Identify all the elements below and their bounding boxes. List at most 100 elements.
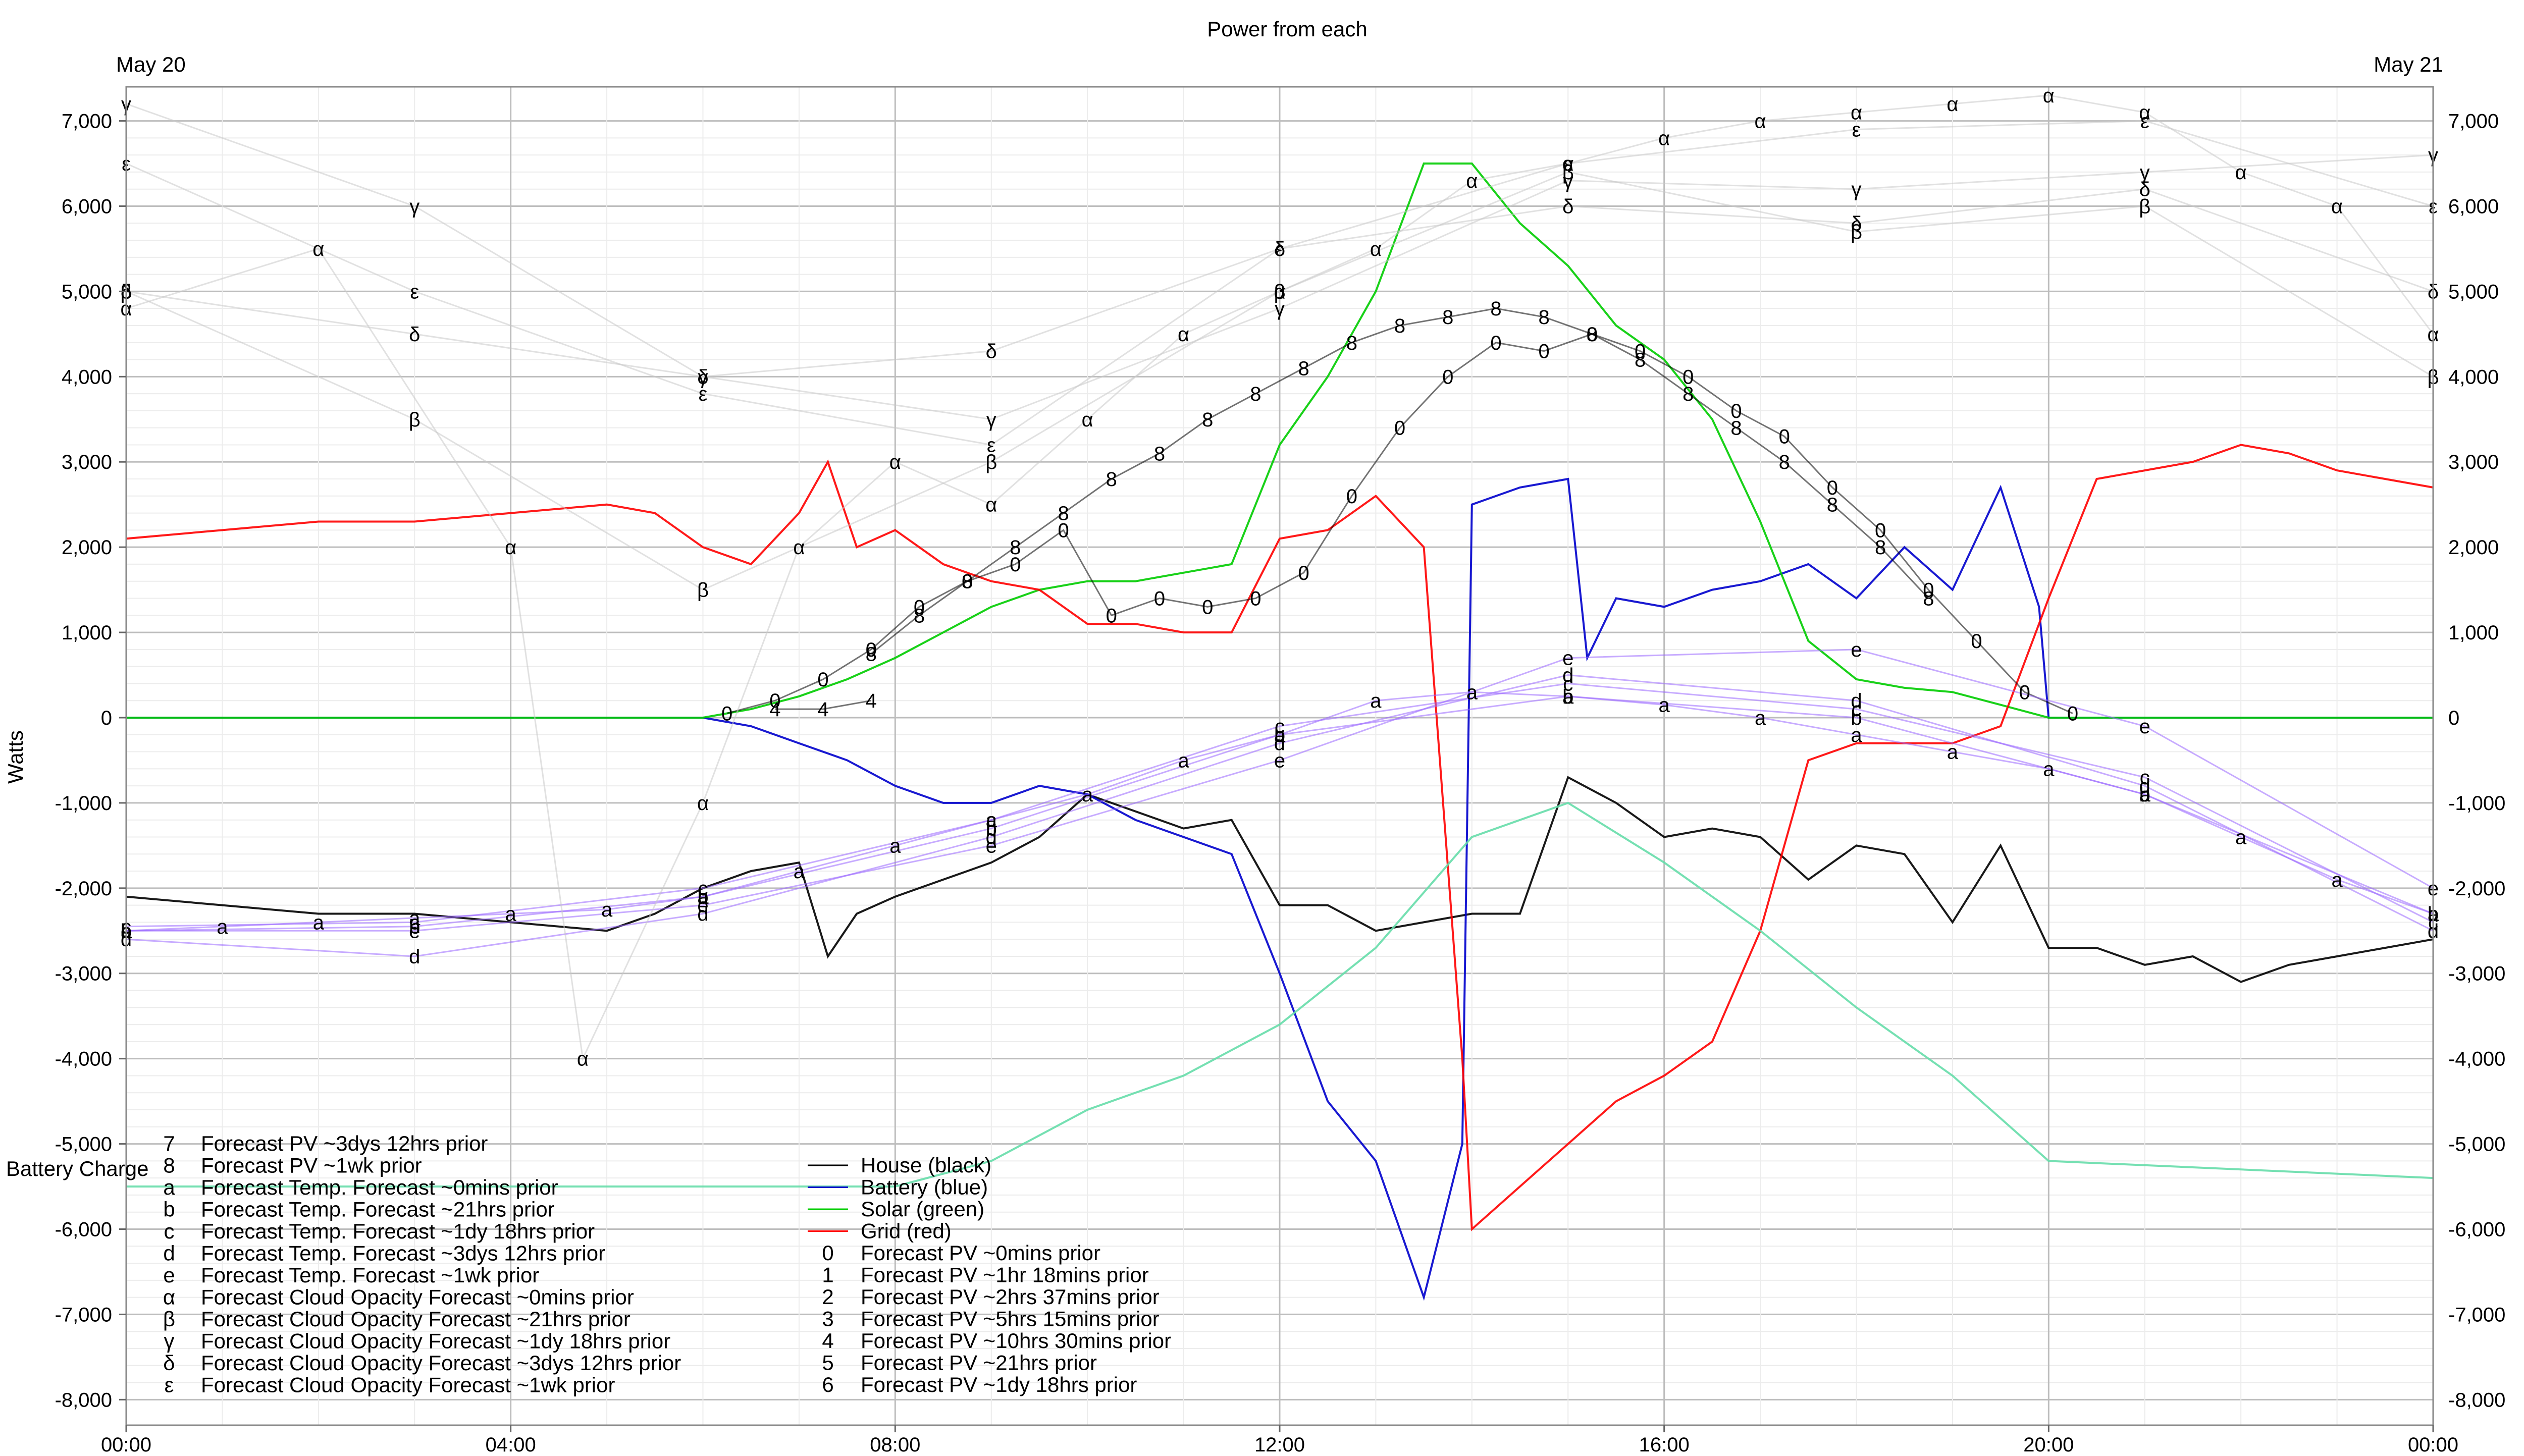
y-tick-label-left: -8,000 xyxy=(55,1389,112,1411)
y-tick-label-left: 0 xyxy=(101,707,112,729)
y-tick-label-left: 6,000 xyxy=(62,195,112,218)
series-marker-forecast-temp-forecast-0mins-prior: a xyxy=(794,860,805,883)
series-marker-forecast-pv-0mins-prior: 0 xyxy=(1106,605,1117,627)
series-marker-forecast-temp-forecast-21hrs-prior: b xyxy=(986,818,997,840)
series-marker-forecast-cloud-opacity-forecast-0mins-prior: α xyxy=(985,494,997,516)
series-layer xyxy=(126,94,2434,1301)
series-marker-forecast-temp-forecast-21hrs-prior: b xyxy=(409,916,420,938)
legend-label: Forecast PV ~1wk prior xyxy=(201,1154,422,1177)
x-axis: 00:00 04:00 08:00 12:00 16:00 20:00 00:00 xyxy=(101,1425,2458,1456)
series-marker-forecast-cloud-opacity-forecast-3dys-12hrs-prior: δ xyxy=(2139,179,2150,201)
series-marker-forecast-cloud-opacity-forecast-0mins-prior: α xyxy=(2235,161,2247,184)
series-marker-forecast-temp-forecast-0mins-prior: a xyxy=(1755,707,1766,729)
y-tick-label-right: 7,000 xyxy=(2448,111,2499,133)
series-marker-forecast-pv-0mins-prior: 0 xyxy=(1394,417,1405,440)
series-marker-forecast-temp-forecast-0mins-prior: a xyxy=(1370,690,1382,712)
series-marker-forecast-pv-1wk-prior: 8 xyxy=(1682,383,1694,405)
series-marker-forecast-pv-0mins-prior: 0 xyxy=(1730,400,1742,422)
series-marker-forecast-pv-1wk-prior: 8 xyxy=(1154,443,1165,465)
series-marker-forecast-cloud-opacity-forecast-1dy-18hrs-prior: γ xyxy=(2140,161,2150,184)
series-line-forecast-cloud-opacity-forecast-0mins-prior xyxy=(126,94,2434,1061)
series-marker-forecast-temp-forecast-21hrs-prior: b xyxy=(697,886,708,908)
series-marker-forecast-temp-forecast-0mins-prior: a xyxy=(1466,681,1478,704)
series-marker-forecast-pv-10hrs-30mins-prior: 4 xyxy=(817,698,828,721)
series-marker-forecast-pv-0mins-prior: 0 xyxy=(721,703,732,725)
y-tick-label-left: 1,000 xyxy=(62,622,112,644)
series-marker-forecast-temp-forecast-1dy-18hrs-prior: c xyxy=(409,911,419,934)
series-marker-forecast-temp-forecast-1dy-18hrs-prior: c xyxy=(1275,716,1285,738)
legend-label: Forecast PV ~1hr 18mins prior xyxy=(861,1263,1149,1287)
series-line-solar-green xyxy=(126,163,2433,719)
series-marker-forecast-pv-0mins-prior: 0 xyxy=(1058,519,1069,542)
series-marker-forecast-temp-forecast-3dys-12hrs-prior: d xyxy=(986,826,997,848)
series-marker-forecast-pv-0mins-prior: 0 xyxy=(769,690,780,712)
y-tick-label-left: -5,000 xyxy=(55,1134,112,1156)
series-marker-forecast-pv-0mins-prior: 0 xyxy=(1250,588,1261,610)
series-marker-forecast-temp-forecast-21hrs-prior: b xyxy=(1851,707,1862,729)
series-marker-forecast-pv-1wk-prior: 8 xyxy=(1250,383,1261,405)
series-marker-forecast-cloud-opacity-forecast-3dys-12hrs-prior: δ xyxy=(986,341,997,363)
y-tick-label-left: 3,000 xyxy=(62,451,112,473)
legend-label: Forecast PV ~1dy 18hrs prior xyxy=(861,1373,1137,1396)
series-marker-forecast-temp-forecast-0mins-prior: a xyxy=(601,899,613,921)
legend-label: Forecast PV ~5hrs 15mins prior xyxy=(861,1307,1160,1331)
x-tick-label: 04:00 xyxy=(486,1434,536,1453)
series-marker-forecast-cloud-opacity-forecast-21hrs-prior: β xyxy=(409,409,420,431)
y-tick-label-right: 4,000 xyxy=(2448,366,2499,388)
legend-label: Forecast PV ~2hrs 37mins prior xyxy=(861,1285,1160,1309)
x-tick-label: 00:00 xyxy=(101,1434,151,1453)
legend-label: Forecast PV ~21hrs prior xyxy=(861,1351,1097,1375)
series-marker-forecast-cloud-opacity-forecast-1dy-18hrs-prior: γ xyxy=(1563,170,1573,192)
series-marker-forecast-pv-0mins-prior: 0 xyxy=(914,596,925,618)
series-marker-forecast-pv-0mins-prior: 0 xyxy=(817,669,828,691)
series-marker-forecast-cloud-opacity-forecast-3dys-12hrs-prior: δ xyxy=(1562,195,1573,218)
series-line-house-black xyxy=(126,776,2434,983)
y-tick-label-left: -1,000 xyxy=(55,792,112,815)
legend-marker: 1 xyxy=(822,1263,833,1287)
y-tick-label-left: -4,000 xyxy=(55,1048,112,1070)
series-marker-forecast-temp-forecast-1wk-prior: e xyxy=(697,895,708,917)
series-marker-forecast-temp-forecast-0mins-prior: a xyxy=(1082,784,1093,806)
legend-label: Battery (blue) xyxy=(861,1175,988,1199)
series-marker-forecast-cloud-opacity-forecast-21hrs-prior: β xyxy=(1851,221,1862,243)
series-marker-forecast-cloud-opacity-forecast-0mins-prior: α xyxy=(889,451,901,473)
series-marker-forecast-temp-forecast-1wk-prior: e xyxy=(1851,639,1862,661)
series-marker-forecast-cloud-opacity-forecast-0mins-prior: α xyxy=(505,536,516,559)
y-tick-label-left: 2,000 xyxy=(62,536,112,559)
legend-marker: 6 xyxy=(822,1373,833,1396)
series-marker-forecast-temp-forecast-0mins-prior: a xyxy=(1947,741,1959,764)
series-marker-forecast-cloud-opacity-forecast-0mins-prior: α xyxy=(1562,153,1574,175)
series-marker-forecast-temp-forecast-21hrs-prior: b xyxy=(1562,686,1573,708)
series-marker-forecast-temp-forecast-0mins-prior: a xyxy=(217,916,228,938)
series-line-forecast-cloud-opacity-forecast-1dy-18hrs-prior xyxy=(126,103,2434,420)
series-marker-forecast-pv-0mins-prior: 0 xyxy=(1202,596,1213,618)
series-marker-forecast-temp-forecast-0mins-prior: a xyxy=(986,810,997,832)
series-marker-forecast-temp-forecast-3dys-12hrs-prior: d xyxy=(409,946,420,968)
legend-label: Forecast PV ~0mins prior xyxy=(861,1241,1100,1265)
y-tick-label-right: 1,000 xyxy=(2448,622,2499,644)
series-marker-forecast-temp-forecast-1wk-prior: e xyxy=(2139,716,2150,738)
series-marker-forecast-cloud-opacity-forecast-1wk-prior: ε xyxy=(1563,153,1572,175)
series-marker-forecast-cloud-opacity-forecast-3dys-12hrs-prior: δ xyxy=(1274,238,1285,260)
legend-label: Forecast Cloud Opacity Forecast ~21hrs p… xyxy=(201,1307,630,1331)
series-marker-forecast-temp-forecast-0mins-prior: a xyxy=(2331,869,2343,891)
series-marker-forecast-pv-1wk-prior: 8 xyxy=(1346,332,1357,354)
series-marker-forecast-pv-1wk-prior: 8 xyxy=(1539,306,1550,329)
y-axis-right: 7,000 6,000 5,000 4,000 3,000 2,000 1,000 0 -1,0… xyxy=(2448,111,2505,1412)
series-marker-forecast-cloud-opacity-forecast-0mins-prior: α xyxy=(1274,281,1285,303)
series-marker-forecast-pv-0mins-prior: 0 xyxy=(1635,341,1646,363)
series-marker-forecast-temp-forecast-21hrs-prior: b xyxy=(2139,784,2150,806)
series-marker-forecast-temp-forecast-3dys-12hrs-prior: d xyxy=(1851,690,1862,712)
series-marker-forecast-pv-1wk-prior: 8 xyxy=(1923,588,1934,610)
series-marker-forecast-pv-0mins-prior: 0 xyxy=(1298,562,1309,584)
series-marker-forecast-cloud-opacity-forecast-1wk-prior: ε xyxy=(987,434,996,456)
series-marker-forecast-pv-1wk-prior: 8 xyxy=(1298,357,1309,380)
series-marker-forecast-cloud-opacity-forecast-3dys-12hrs-prior: δ xyxy=(697,366,708,388)
series-marker-forecast-cloud-opacity-forecast-21hrs-prior: β xyxy=(1562,161,1574,184)
y-tick-label-right: 0 xyxy=(2448,707,2459,729)
series-line-battery-charge xyxy=(126,801,2434,1188)
series-marker-forecast-cloud-opacity-forecast-21hrs-prior: β xyxy=(1274,281,1285,303)
series-marker-forecast-cloud-opacity-forecast-0mins-prior: α xyxy=(1851,102,1862,124)
